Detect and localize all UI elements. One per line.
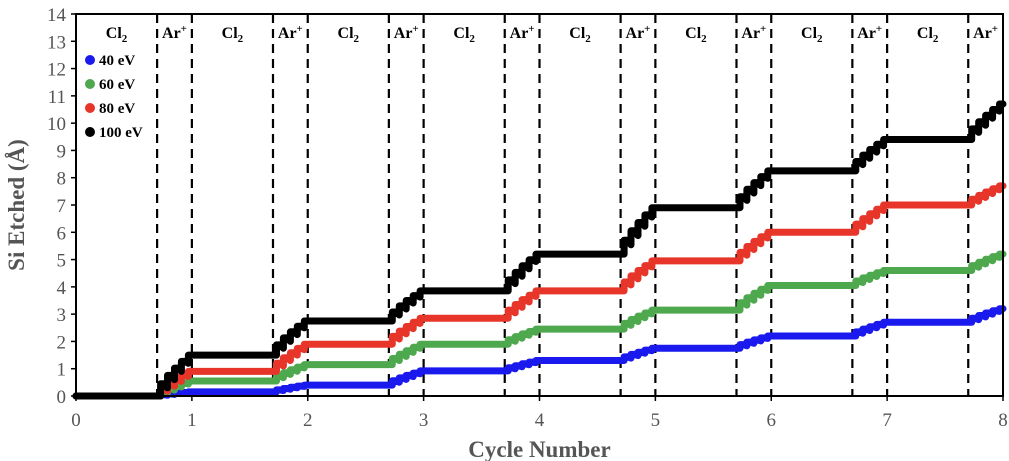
phase-label: Cl2 [453,25,475,45]
phase-label: Ar+ [162,23,187,42]
phase-label: Cl2 [222,25,244,45]
y-tick-label: 11 [48,87,66,108]
y-tick-label: 9 [57,141,67,162]
series-line-80-ev [72,182,1007,400]
phase-label: Cl2 [917,25,939,45]
series-line-40-ev [72,305,1007,400]
legend-label: 80 eV [99,101,135,117]
y-tick-label: 1 [57,360,67,381]
y-tick-label: 0 [57,387,67,408]
legend: 40 eV 60 eV 80 eV 100 eV [85,53,143,141]
phase-label: Cl2 [106,25,128,45]
phase-labels: Cl2 Ar+ Cl2 Ar+ Cl2 Ar+ Cl2 Ar+ Cl2 Ar+ Cl2 Ar+ Cl2 A… [106,23,998,45]
phase-label: Ar+ [626,23,651,42]
y-tick-label: 4 [57,278,67,299]
x-tick-label: 5 [651,410,661,431]
y-tick-label: 5 [57,251,67,272]
phase-label: Ar+ [510,23,535,42]
y-tick-label: 10 [47,114,66,135]
legend-label: 100 eV [99,125,143,141]
y-tick-label: 2 [57,332,67,353]
phase-label: Ar+ [278,23,303,42]
x-tick-label: 2 [303,410,313,431]
y-tick-label: 13 [47,32,66,53]
series-group [72,100,1007,400]
y-tick-label: 7 [57,196,67,217]
y-tick-label: 6 [57,223,67,244]
legend-label: 60 eV [99,77,135,93]
axes [75,13,1004,397]
x-tick-label: 4 [535,410,545,431]
x-tick-label: 7 [882,410,892,431]
legend-marker [85,127,95,137]
series-line-100-ev [72,100,1007,400]
series-line-60-ev [72,250,1007,400]
y-tick-label: 3 [57,305,67,326]
phase-label: Cl2 [801,25,823,45]
y-axis-title: Si Etched (Å) [4,139,29,271]
phase-label: Ar+ [973,23,998,42]
legend-marker [85,79,95,89]
x-tick-label: 8 [998,410,1008,431]
x-axis-ticks: 0 1 2 3 4 5 6 7 8 [71,396,1008,431]
y-tick-label: 14 [47,5,67,26]
phase-label: Ar+ [857,23,882,42]
x-tick-label: 1 [187,410,197,431]
phase-label: Ar+ [741,23,766,42]
y-tick-label: 12 [47,60,66,81]
phase-label: Cl2 [685,25,707,45]
legend-marker [85,103,95,113]
legend-label: 40 eV [99,53,135,69]
legend-marker [85,55,95,65]
phase-label: Ar+ [394,23,419,42]
phase-label: Cl2 [338,25,360,45]
plot-frame [75,13,1004,397]
x-axis-title: Cycle Number [468,437,610,461]
phase-label: Cl2 [569,25,591,45]
x-tick-label: 0 [71,410,81,431]
x-tick-label: 3 [419,410,429,431]
x-tick-label: 6 [767,410,777,431]
y-tick-label: 8 [57,169,67,190]
